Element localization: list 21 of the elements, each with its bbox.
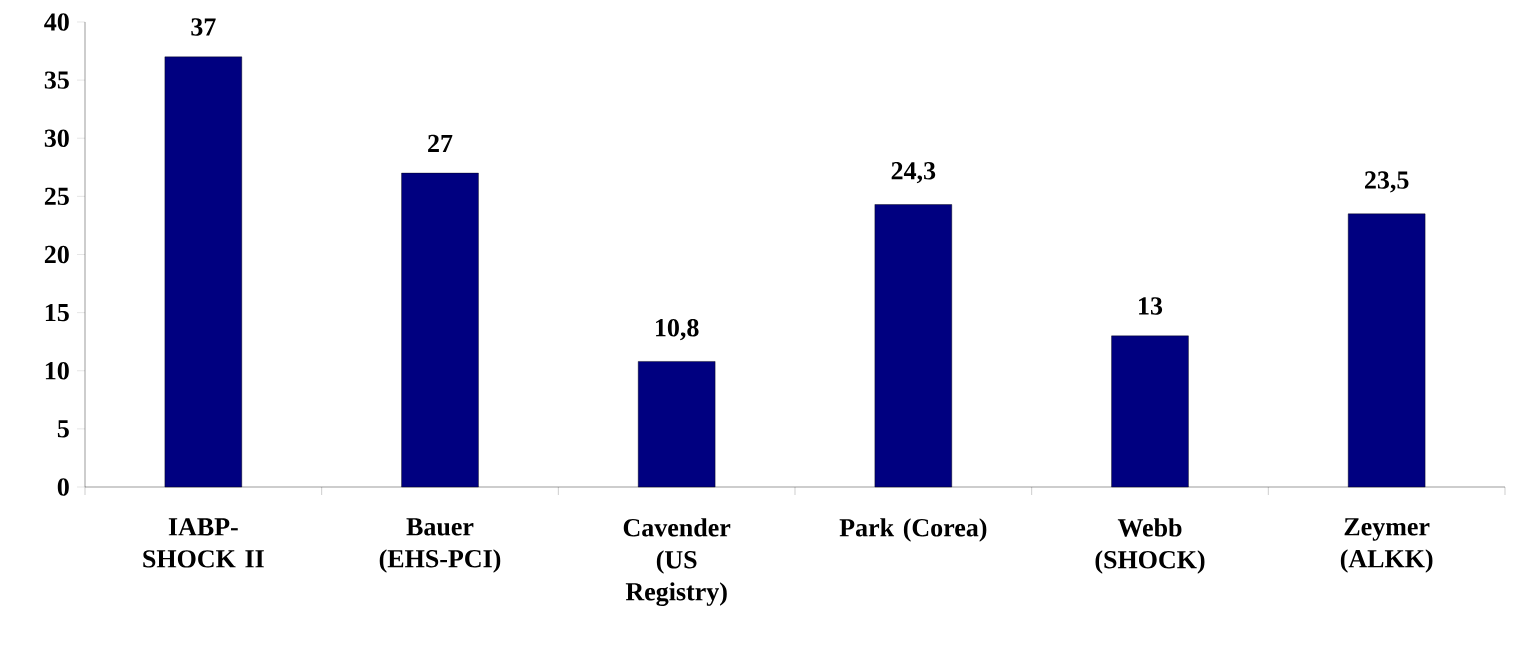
x-tick-label: Bauer (EHS-PCI) [379, 518, 501, 573]
y-tick-label: 15 [45, 303, 69, 322]
data-label: 37 [191, 18, 216, 36]
x-tick-label: Zeymer (ALKK) [1340, 518, 1433, 573]
y-tick-label: 30 [44, 129, 69, 148]
data-label: 10,8 [655, 318, 699, 341]
y-tick-label: 0 [57, 478, 69, 496]
x-tick-label: IABP-SHOCK II [143, 518, 264, 568]
y-tick-label: 5 [57, 420, 69, 438]
x-tick-label: Cavender (US Registry) [623, 518, 731, 606]
x-tick-label: Webb (SHOCK) [1095, 518, 1205, 574]
y-tick-label: 40 [44, 13, 69, 31]
data-label: 27 [428, 134, 453, 152]
y-tick-label: 20 [44, 245, 69, 264]
x-tick-label: Park (Corea) [839, 518, 987, 542]
y-tick-label: 10 [45, 361, 69, 380]
y-tick-label: 25 [44, 187, 69, 206]
data-label: 23,5 [1365, 171, 1409, 193]
data-label: 13 [1139, 297, 1163, 315]
y-tick-label: 35 [44, 71, 69, 89]
data-label: 24,3 [891, 162, 936, 184]
